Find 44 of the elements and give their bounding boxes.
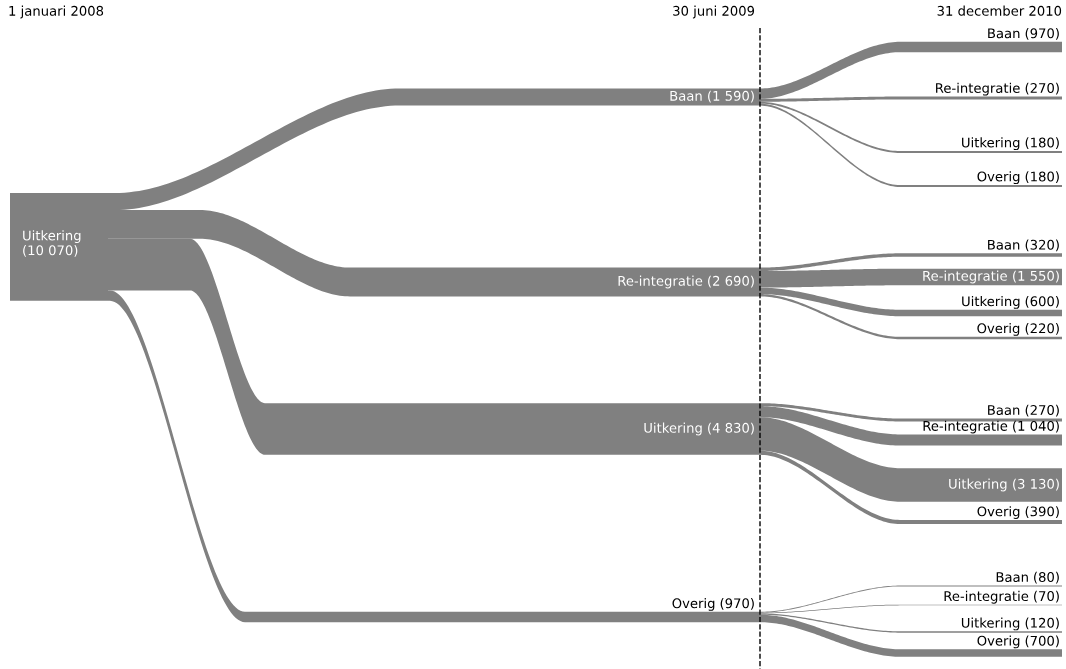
- category-label: Re-integratie: [944, 590, 1029, 604]
- data-label: (70): [1034, 590, 1059, 603]
- data-label: (2 690): [708, 275, 754, 288]
- category-label: Uitkering: [644, 422, 702, 436]
- text: 1 januari 2008: [9, 5, 104, 19]
- text: Uitkering (10 070): [23, 230, 81, 257]
- data-label: (320): [1025, 239, 1059, 252]
- category-label: Overig: [977, 635, 1020, 649]
- data-label: (270): [1025, 82, 1059, 95]
- category-label: Baan: [988, 239, 1020, 250]
- category-label: Baan: [996, 572, 1028, 583]
- category-label: Uitkering: [949, 478, 1007, 492]
- category-label: Re-integratie: [936, 82, 1020, 96]
- category-label: Uitkering: [962, 137, 1020, 151]
- data-label: (4 830): [708, 422, 754, 435]
- data-label: (270): [1025, 404, 1059, 417]
- category-label: Re-integratie: [618, 275, 703, 289]
- data-label: (3 130): [1013, 478, 1059, 491]
- data-label: (180): [1025, 137, 1059, 150]
- data-label: (1 590): [708, 90, 754, 103]
- data-label: (80): [1034, 571, 1059, 584]
- data-label: (390): [1025, 506, 1059, 518]
- category-label: Overig: [672, 598, 715, 611]
- category-label: Uitkering: [962, 296, 1020, 309]
- category-label: Baan: [988, 28, 1020, 39]
- data-label: (220): [1025, 323, 1059, 335]
- category-label: Overig: [977, 171, 1020, 185]
- data-label: (120): [1025, 617, 1059, 630]
- data-label: (970): [1025, 28, 1059, 40]
- text: 30 juni 2009: [673, 5, 755, 19]
- data-label: (700): [1025, 635, 1059, 648]
- data-label: (600): [1025, 296, 1059, 308]
- category-label: Baan: [988, 405, 1020, 415]
- category-label: Uitkering: [961, 617, 1020, 631]
- category-label: Re-integratie: [923, 420, 1008, 434]
- text: 31 december 2010: [937, 5, 1062, 16]
- data-label: (1 550): [1013, 270, 1059, 283]
- category-label: Baan: [670, 91, 702, 101]
- category-label: Re-integratie: [923, 270, 1007, 284]
- category-label: Overig: [977, 323, 1020, 336]
- data-label: (1 040): [1013, 420, 1059, 433]
- data-label: (180): [1025, 171, 1059, 184]
- data-label: (970): [720, 598, 754, 610]
- category-label: Overig: [977, 506, 1020, 519]
